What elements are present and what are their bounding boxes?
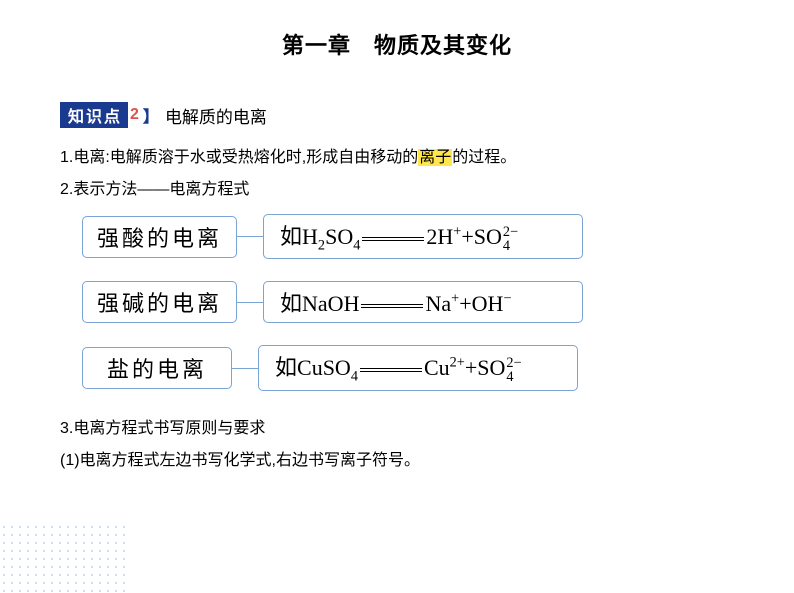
equation-label: 强酸的电离: [82, 216, 237, 258]
def-highlight: 离子: [418, 149, 452, 166]
def-pre: 1.电离:电解质溶于水或受热熔化时,形成自由移动的: [60, 149, 418, 166]
rules-heading: 3.电离方程式书写原则与要求: [60, 413, 734, 445]
def-post: 的过程。: [452, 149, 516, 166]
equation-label: 强碱的电离: [82, 281, 237, 323]
bracket-icon: 】: [143, 103, 159, 127]
kp-number: 2: [130, 106, 139, 124]
connector-line: [237, 236, 263, 237]
rule-1: (1)电离方程式左边书写化学式,右边书写离子符号。: [60, 445, 734, 477]
equation-row: 强酸的电离如H2SO42H++SO2−4: [82, 214, 734, 259]
chapter-title: 第一章 物质及其变化: [0, 0, 794, 60]
equation-label: 盐的电离: [82, 347, 232, 389]
connector-line: [232, 368, 258, 369]
content: 知识点 2 】 电解质的电离 1.电离:电解质溶于水或受热熔化时,形成自由移动的…: [0, 60, 794, 477]
equation-formula: 如CuSO4Cu2++SO2−4: [258, 345, 578, 390]
equation-row: 强碱的电离如NaOHNa++OH−: [82, 281, 734, 323]
equation-group: 强酸的电离如H2SO42H++SO2−4 强碱的电离如NaOHNa++OH− 盐的电…: [82, 214, 734, 391]
kp-topic: 电解质的电离: [165, 103, 267, 128]
method-line: 2.表示方法——电离方程式: [60, 174, 734, 206]
equation-formula: 如NaOHNa++OH−: [263, 281, 583, 323]
knowledge-point-heading: 知识点 2 】 电解质的电离: [60, 102, 734, 128]
decorative-dots: [0, 523, 130, 593]
equation-formula: 如H2SO42H++SO2−4: [263, 214, 583, 259]
connector-line: [237, 302, 263, 303]
kp-badge: 知识点: [60, 102, 128, 128]
definition-line: 1.电离:电解质溶于水或受热熔化时,形成自由移动的离子的过程。: [60, 142, 734, 174]
equation-row: 盐的电离如CuSO4Cu2++SO2−4: [82, 345, 734, 390]
